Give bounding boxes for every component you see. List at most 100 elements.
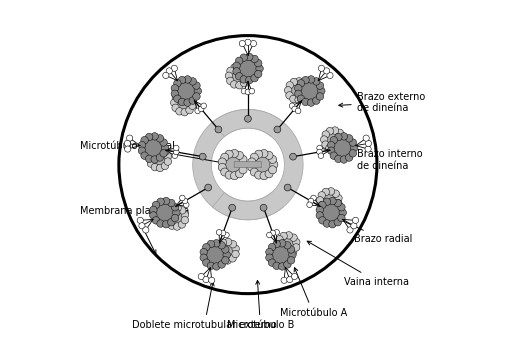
Circle shape (284, 242, 291, 249)
Circle shape (280, 232, 287, 240)
Circle shape (139, 223, 145, 229)
Circle shape (244, 70, 251, 77)
Circle shape (141, 152, 148, 159)
Circle shape (216, 229, 222, 235)
Text: Brazo radial: Brazo radial (332, 216, 412, 244)
Circle shape (334, 200, 342, 207)
Circle shape (156, 164, 164, 172)
Circle shape (323, 68, 330, 74)
Circle shape (202, 243, 210, 251)
Circle shape (239, 40, 245, 47)
Circle shape (273, 240, 280, 248)
Circle shape (193, 93, 200, 100)
Circle shape (219, 239, 227, 246)
Circle shape (295, 108, 301, 114)
Circle shape (147, 160, 155, 167)
Circle shape (319, 65, 324, 71)
Circle shape (323, 198, 331, 206)
Circle shape (145, 133, 153, 141)
Circle shape (319, 201, 326, 209)
Circle shape (331, 145, 338, 153)
Circle shape (249, 88, 254, 94)
Circle shape (273, 262, 280, 270)
Circle shape (163, 213, 170, 221)
Circle shape (346, 134, 353, 142)
Circle shape (229, 204, 236, 211)
Circle shape (189, 102, 196, 110)
Circle shape (166, 208, 185, 226)
Circle shape (284, 184, 291, 191)
Circle shape (184, 99, 191, 106)
Text: Microtúbulo A: Microtúbulo A (279, 268, 347, 318)
Circle shape (174, 80, 181, 87)
Circle shape (160, 139, 167, 146)
Circle shape (269, 166, 277, 174)
Text: Doblete microtubular externo: Doblete microtubular externo (132, 282, 277, 330)
Circle shape (316, 212, 323, 219)
Circle shape (317, 87, 325, 95)
Circle shape (320, 201, 343, 224)
Circle shape (250, 168, 258, 176)
Circle shape (316, 196, 324, 204)
Circle shape (269, 155, 277, 163)
Circle shape (218, 242, 225, 249)
Circle shape (285, 250, 292, 257)
Circle shape (180, 195, 185, 201)
Circle shape (287, 246, 295, 253)
PathPatch shape (213, 110, 303, 220)
Circle shape (181, 109, 188, 116)
Circle shape (183, 202, 189, 208)
Circle shape (316, 93, 324, 100)
Circle shape (322, 131, 330, 138)
Circle shape (222, 246, 229, 253)
Circle shape (325, 144, 333, 152)
Circle shape (157, 198, 164, 206)
Circle shape (295, 85, 302, 92)
Circle shape (178, 98, 186, 106)
Circle shape (289, 251, 296, 258)
Circle shape (328, 142, 335, 149)
Circle shape (281, 277, 287, 283)
Circle shape (174, 94, 193, 112)
Circle shape (232, 250, 239, 258)
Circle shape (251, 153, 274, 176)
Circle shape (268, 243, 276, 251)
Circle shape (171, 214, 179, 222)
Circle shape (167, 199, 175, 207)
Circle shape (186, 106, 193, 114)
Circle shape (270, 160, 278, 168)
Circle shape (171, 99, 178, 106)
Circle shape (195, 108, 200, 114)
Circle shape (220, 153, 229, 161)
Circle shape (250, 153, 258, 161)
Circle shape (235, 57, 243, 65)
Circle shape (274, 229, 279, 235)
Circle shape (352, 217, 359, 223)
Circle shape (172, 94, 180, 101)
Circle shape (125, 140, 130, 147)
Circle shape (186, 92, 193, 100)
Circle shape (149, 212, 157, 219)
Circle shape (327, 206, 334, 214)
Circle shape (339, 209, 347, 216)
FancyBboxPatch shape (234, 162, 262, 167)
Circle shape (145, 155, 153, 162)
Circle shape (200, 248, 207, 256)
Circle shape (307, 99, 315, 106)
Circle shape (241, 65, 248, 73)
Circle shape (176, 108, 183, 115)
Circle shape (231, 150, 239, 157)
Circle shape (326, 127, 333, 135)
Circle shape (225, 238, 232, 246)
Circle shape (184, 76, 191, 83)
Circle shape (334, 199, 341, 207)
Circle shape (322, 188, 330, 196)
Circle shape (194, 87, 201, 95)
Circle shape (173, 209, 180, 216)
Circle shape (218, 158, 226, 166)
Circle shape (160, 150, 167, 157)
Circle shape (251, 55, 258, 63)
Circle shape (240, 160, 249, 168)
Circle shape (350, 144, 358, 152)
Circle shape (141, 136, 148, 144)
